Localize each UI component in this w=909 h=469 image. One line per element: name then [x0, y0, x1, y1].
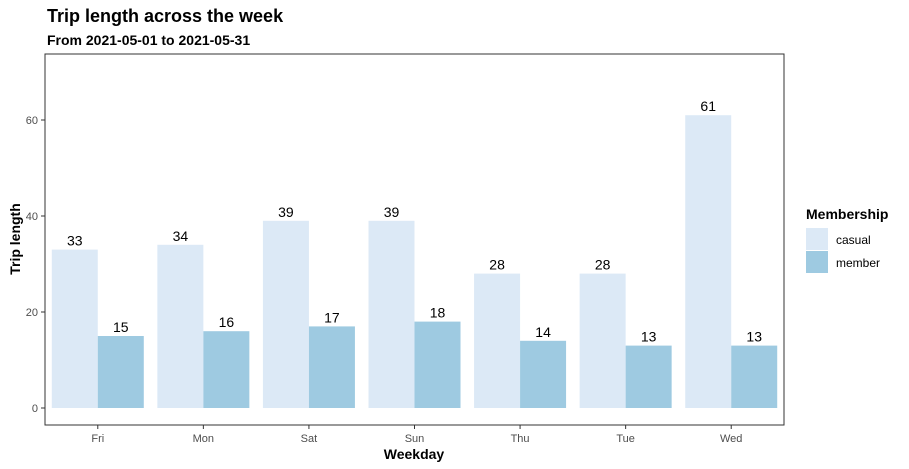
x-tick-label: Tue — [616, 433, 635, 445]
x-tick-label: Thu — [511, 433, 530, 445]
y-tick-label: 40 — [26, 211, 38, 223]
chart-title: Trip length across the week — [47, 6, 284, 26]
legend-label-member: member — [836, 256, 880, 270]
data-label-member: 15 — [113, 319, 129, 335]
bar-casual — [579, 273, 626, 408]
bar-group — [51, 115, 778, 408]
bar-casual — [51, 249, 98, 408]
bar-member — [520, 340, 567, 408]
data-label-casual: 28 — [595, 257, 611, 273]
legend: Membership casual member — [806, 206, 888, 273]
data-label-casual: 28 — [489, 257, 505, 273]
y-tick-label: 60 — [26, 115, 38, 127]
bar-member — [97, 336, 144, 408]
bar-member — [625, 345, 672, 408]
y-tick-label: 20 — [26, 307, 38, 319]
x-axis: Fri Mon Sat Sun Thu Tue Wed — [91, 425, 742, 445]
data-label-group: 33 15 34 16 39 17 39 18 28 14 28 13 61 13 — [67, 98, 762, 344]
bar-member — [308, 326, 355, 408]
bar-member — [203, 331, 250, 408]
data-label-casual: 61 — [700, 98, 716, 114]
legend-label-casual: casual — [836, 233, 871, 247]
bar-member — [414, 321, 461, 408]
y-axis: 0 20 40 60 — [26, 115, 45, 415]
x-tick-label: Fri — [91, 433, 104, 445]
bar-casual — [685, 115, 732, 408]
bar-casual — [474, 273, 521, 408]
data-label-casual: 39 — [384, 204, 400, 220]
y-axis-title: Trip length — [7, 203, 23, 275]
data-label-member: 14 — [535, 324, 551, 340]
bar-casual — [262, 220, 309, 408]
data-label-member: 18 — [430, 305, 446, 321]
data-label-member: 16 — [219, 314, 235, 330]
data-label-member: 17 — [324, 309, 340, 325]
x-tick-label: Wed — [720, 433, 742, 445]
legend-swatch-member — [806, 251, 828, 273]
data-label-casual: 33 — [67, 233, 83, 249]
x-tick-label: Sun — [405, 433, 425, 445]
data-label-member: 13 — [641, 329, 657, 345]
legend-title: Membership — [806, 206, 888, 222]
legend-swatch-casual — [806, 228, 828, 250]
chart-subtitle: From 2021-05-01 to 2021-05-31 — [47, 32, 250, 48]
x-axis-title: Weekday — [384, 446, 445, 462]
bar-casual — [368, 220, 415, 408]
data-label-member: 13 — [746, 329, 762, 345]
y-tick-label: 0 — [32, 403, 38, 415]
data-label-casual: 39 — [278, 204, 294, 220]
bar-member — [731, 345, 778, 408]
bar-casual — [157, 244, 204, 408]
x-tick-label: Sat — [301, 433, 318, 445]
data-label-casual: 34 — [173, 228, 189, 244]
x-tick-label: Mon — [193, 433, 214, 445]
